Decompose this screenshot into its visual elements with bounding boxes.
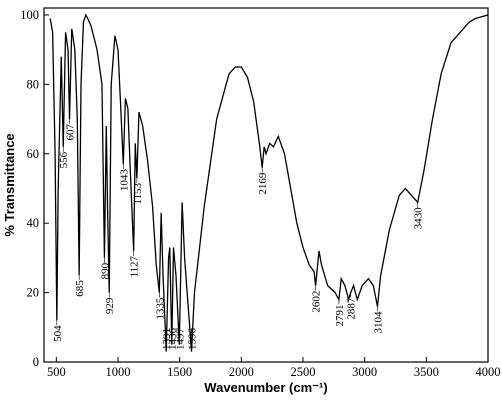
annotation: 1127 <box>129 255 141 277</box>
y-tick-label: 60 <box>27 147 40 161</box>
annotation: 504 <box>52 325 64 342</box>
x-tick-label: 500 <box>47 365 66 379</box>
y-tick-label: 80 <box>27 77 40 91</box>
x-tick-label: 3000 <box>352 365 377 379</box>
plot-frame <box>43 7 489 363</box>
y-axis-label: % Transmittance <box>2 133 17 236</box>
annotation: 3430 <box>413 207 425 230</box>
x-tick-label: 2000 <box>229 365 254 379</box>
annotation: 2169 <box>257 172 269 195</box>
x-tick-label: 2500 <box>291 365 316 379</box>
annotation: 3104 <box>372 311 384 334</box>
y-tick-label: 100 <box>20 8 39 22</box>
annotation: 685 <box>74 280 86 297</box>
annotation: 556 <box>58 151 70 168</box>
x-tick-label: 4000 <box>476 365 501 379</box>
x-tick-label: 1500 <box>167 365 192 379</box>
spectrum-line <box>49 13 489 352</box>
annotation: 929 <box>104 297 116 314</box>
x-axis-label: Wavenumber (cm⁻¹) <box>204 380 327 395</box>
annotation: 1153 <box>132 183 144 205</box>
y-tick-label: 40 <box>27 216 40 230</box>
x-tick-label: 3500 <box>414 365 439 379</box>
annotation: 607 <box>65 124 77 141</box>
annotation: 1391 <box>161 328 173 350</box>
annotation: 1596 <box>187 328 199 351</box>
annotation: 890 <box>99 262 111 279</box>
annotation: 1497 <box>174 328 186 351</box>
annotation: 1043 <box>118 169 130 192</box>
y-tick-label: 0 <box>33 355 39 369</box>
annotation: 1335 <box>154 297 166 320</box>
y-tick-label: 20 <box>27 286 40 300</box>
x-tick-label: 1000 <box>106 365 131 379</box>
annotation: 2602 <box>311 291 323 313</box>
annotation: 1436 <box>167 328 179 351</box>
annotation: 2887 <box>346 297 358 320</box>
annotation: 2791 <box>334 305 346 327</box>
